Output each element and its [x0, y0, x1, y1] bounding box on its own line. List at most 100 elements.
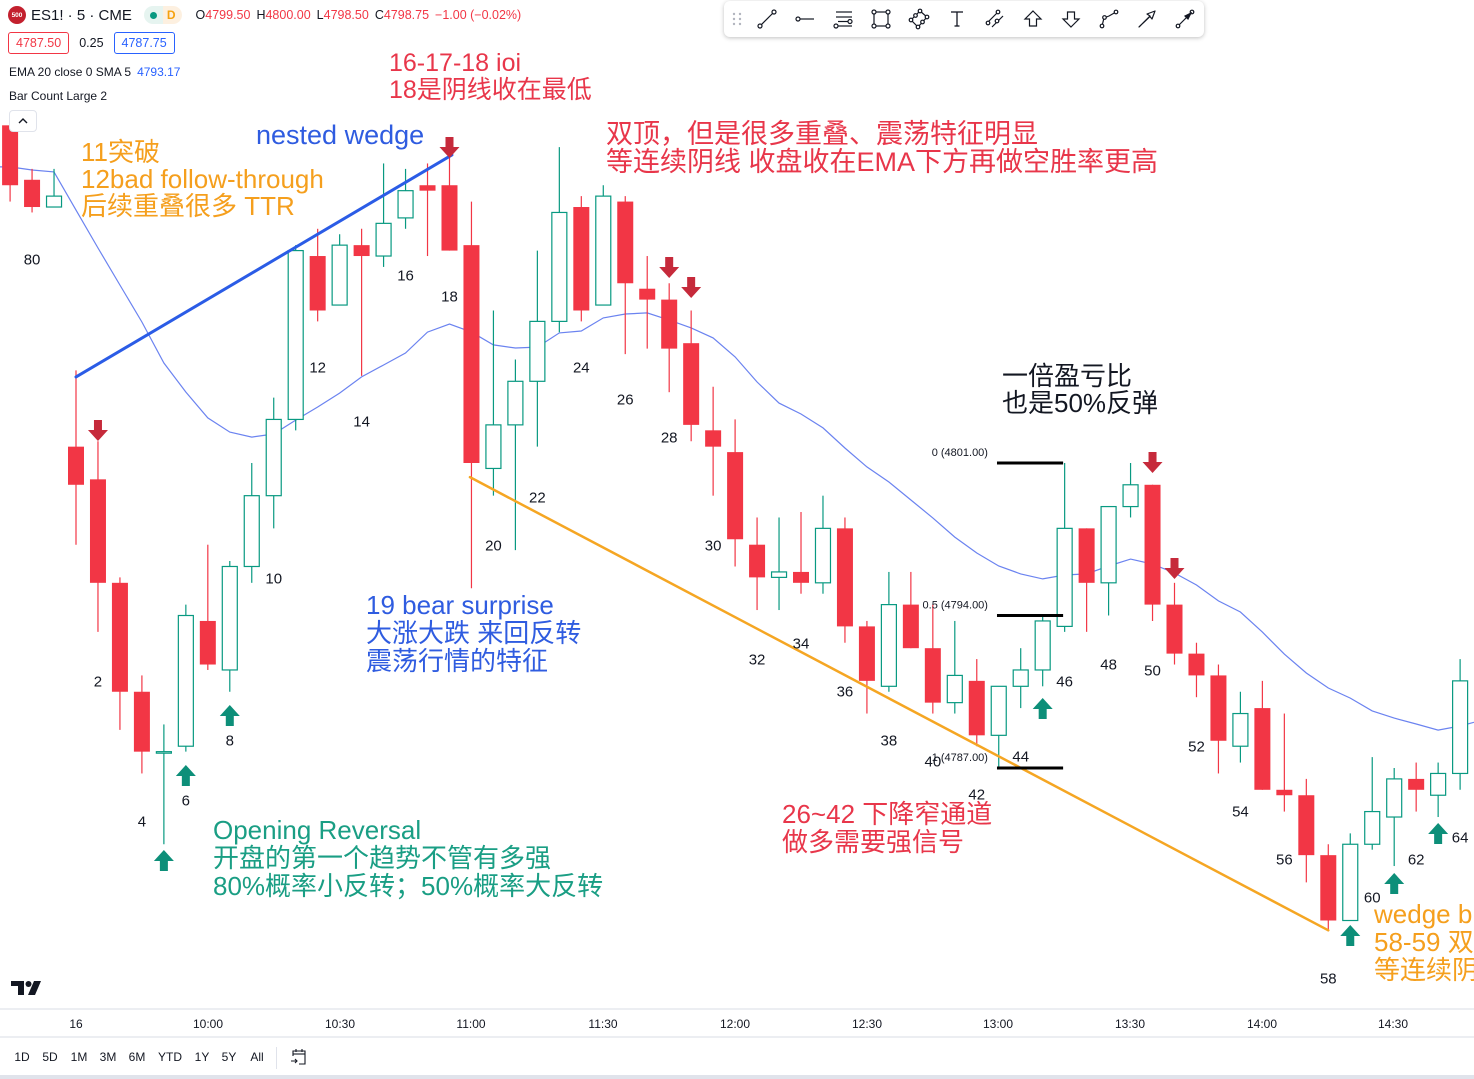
candle-37 [858, 620, 875, 714]
descending-channel-line[interactable] [468, 475, 1330, 932]
range-1d-button[interactable]: 1D [14, 1050, 30, 1064]
fib-level-label: 1 (4787.00) [932, 752, 988, 764]
bar-count-label: 26 [617, 392, 634, 409]
collapse-legend-button[interactable] [9, 110, 37, 132]
range-5y-button[interactable]: 5Y [221, 1050, 237, 1064]
annotation-line: 等连续阴 [1374, 955, 1474, 984]
candle-47 [1078, 528, 1095, 632]
bar-count-label: 12 [309, 360, 326, 377]
range-ytd-button[interactable]: YTD [158, 1050, 182, 1064]
close-value: 4798.75 [383, 8, 430, 22]
path-icon[interactable] [1098, 8, 1120, 30]
rectangle-icon[interactable] [870, 8, 892, 30]
candle-3 [111, 577, 128, 730]
horizontal-ray-icon[interactable] [794, 8, 816, 30]
candle-40 [924, 604, 941, 714]
rotated-rectangle-icon[interactable] [908, 8, 930, 30]
close-label: C [374, 8, 384, 22]
bar-count-label: 62 [1408, 852, 1425, 869]
spread-value: 0.25 [79, 36, 104, 50]
candle-56 [1276, 713, 1293, 812]
annotation-line: 开盘的第一个趋势不管有多强 [213, 843, 552, 873]
chevron-up-icon [18, 118, 28, 124]
drag-handle-icon[interactable] [726, 8, 748, 30]
candle-30 [705, 386, 722, 496]
chart-pane[interactable]: 0 (4801.00) 0.5 (4794.00) 1 (4787.00) 80 2 4 6… [0, 0, 1474, 1008]
candle-33 [770, 517, 788, 611]
bar-count-label: 4 [138, 814, 146, 831]
candle-24 [573, 196, 590, 322]
candle-28 [661, 283, 678, 393]
range-3m-button[interactable]: 3M [99, 1050, 117, 1064]
range-1y-button[interactable]: 1Y [194, 1050, 210, 1064]
candle-1 [68, 370, 84, 545]
text-tool-icon[interactable] [946, 8, 968, 30]
bar-count-label: 6 [182, 793, 190, 810]
annotation-breakout-ttr[interactable]: 11突破 12bad follow-through 后续重叠很多 TTR [81, 139, 324, 220]
annotation-line: 18是阴线收在最低 [389, 76, 592, 104]
annotation-nested-wedge[interactable]: nested wedge [256, 121, 424, 149]
arrow-up-icon [1428, 823, 1449, 844]
time-axis[interactable]: 16 10:00 10:30 11:00 11:30 12:00 12:30 1… [0, 1008, 1474, 1038]
bar-count-label: 36 [837, 684, 854, 701]
annotation-line: nested wedge [256, 120, 425, 150]
fib-retracement-icon[interactable] [832, 8, 854, 30]
symbol-title[interactable]: ES1! · 5 · CME [31, 6, 132, 24]
symbol-logo: 500 [8, 6, 26, 24]
range-1m-button[interactable]: 1M [70, 1050, 88, 1064]
candle-26 [617, 196, 634, 355]
high-value: 4800.00 [265, 8, 311, 22]
annotation-narrow-channel[interactable]: 26~42 下降窄通道 做多需要强信号 [782, 800, 992, 856]
bar-count-label: 54 [1232, 804, 1249, 821]
annotation-wedge-bottom[interactable]: wedge b 58-59 双 等连续阴 [1374, 900, 1474, 984]
arrow-mark-down-icon[interactable] [1060, 8, 1082, 30]
range-separator [276, 1047, 277, 1069]
indicator-bar-count-name: Bar Count Large 2 [9, 89, 108, 103]
candle-35 [814, 495, 832, 594]
fib-level-label: 0.5 (4794.00) [923, 600, 988, 612]
annotation-double-top[interactable]: 双顶，但是很多重叠、震荡特征明显 等连续阴线 收盘收在EMA下方再做空胜率更高 [606, 120, 1158, 176]
fib-retracement[interactable]: 0 (4801.00) 0.5 (4794.00) 1 (4787.00) [923, 447, 1064, 770]
nested-wedge-line[interactable] [74, 153, 454, 379]
candle-80 [24, 168, 41, 213]
chart-canvas[interactable]: 0 (4801.00)0.5 (4794.00)1 (4787.00)80246… [0, 0, 1474, 1008]
candle-49 [1122, 463, 1139, 518]
indicator-ema-value: 4793.17 [137, 65, 181, 79]
parallel-channel-icon[interactable] [984, 8, 1006, 30]
buy-price-button[interactable]: 4787.75 [113, 32, 175, 54]
open-label: O [195, 8, 206, 22]
annotation-bear-surprise[interactable]: 19 bear surprise 大涨大跌 来回反转 震荡行情的特征 [366, 591, 581, 675]
tradingview-logo-icon[interactable] [11, 980, 43, 996]
candle-48 [1100, 505, 1117, 616]
bar-count-label: 60 [1364, 890, 1381, 907]
calendar-goto-icon[interactable] [289, 1047, 309, 1067]
range-6m-button[interactable]: 6M [128, 1050, 146, 1064]
candle-52 [1188, 642, 1205, 698]
arrow-down-icon [659, 257, 680, 278]
annotation-opening-reversal[interactable]: Opening Reversal 开盘的第一个趋势不管有多强 80%概率小反转；… [213, 816, 603, 900]
annotation-risk-reward[interactable]: 一倍盈亏比 也是50%反弹 [1002, 363, 1158, 417]
candle-12 [309, 228, 326, 322]
ema-line[interactable] [0, 166, 1474, 731]
annotation-line: 做多需要强信号 [782, 827, 965, 857]
candle-41 [946, 620, 963, 714]
annotation-ioi[interactable]: 16-17-18 ioi 18是阴线收在最低 [389, 50, 592, 104]
arrow-marker-icon[interactable] [1174, 8, 1196, 30]
range-5d-button[interactable]: 5D [42, 1050, 58, 1064]
candle-6 [177, 604, 194, 752]
time-tick: 12:00 [719, 1017, 751, 1031]
arrow-icon[interactable] [1136, 8, 1158, 30]
candle-36 [836, 517, 853, 643]
sell-price-button[interactable]: 4787.50 [8, 32, 70, 54]
bar-count-label: 46 [1056, 674, 1073, 691]
candle-45 [1034, 615, 1051, 687]
market-status-pill[interactable]: D [143, 6, 182, 24]
range-all-button[interactable]: All [250, 1050, 264, 1064]
arrow-mark-up-icon[interactable] [1022, 8, 1044, 30]
trend-line-icon[interactable] [756, 8, 778, 30]
indicator-bar-count[interactable]: Bar Count Large 2 [9, 89, 107, 103]
candle-9 [243, 463, 260, 583]
arrow-up-icon [153, 850, 174, 871]
bar-count-label: 38 [881, 733, 898, 750]
indicator-ema[interactable]: EMA 20 close 0 SMA 5 4793.17 [9, 65, 180, 79]
